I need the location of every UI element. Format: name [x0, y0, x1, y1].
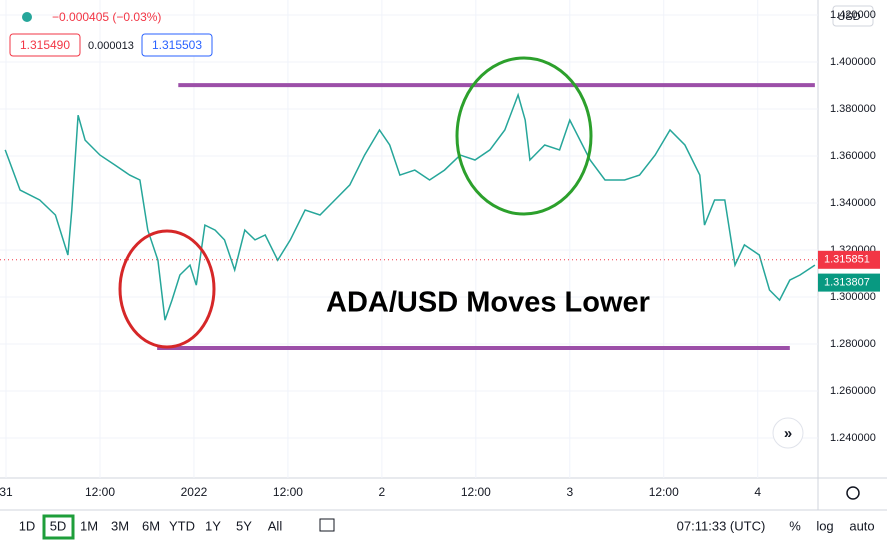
clock: 07:11:33 (UTC)	[677, 518, 766, 533]
y-tick-label: 1.360000	[830, 150, 876, 162]
y-tick-label: 1.260000	[830, 385, 876, 397]
range-button[interactable]: 1D	[19, 518, 36, 533]
range-button[interactable]: 1Y	[205, 518, 221, 533]
currency[interactable]: USD	[837, 11, 860, 23]
range-button[interactable]: YTD	[169, 518, 195, 533]
x-tick-label: 31	[0, 485, 13, 499]
y-tick-label: 1.240000	[830, 432, 876, 444]
range-button[interactable]: All	[268, 518, 283, 533]
highlight-circle	[118, 229, 216, 349]
y-tick-label: 1.420000	[830, 9, 876, 21]
scroll-icon[interactable]: »	[784, 425, 792, 442]
percent-toggle[interactable]: %	[789, 518, 801, 533]
price-label-box	[818, 273, 880, 292]
price-label: 1.313807	[824, 277, 870, 289]
x-tick-label: 12:00	[273, 485, 303, 499]
x-tick-label: 3	[566, 485, 573, 499]
x-tick-label: 12:00	[461, 485, 491, 499]
settings-icon[interactable]	[846, 486, 860, 500]
x-tick-label: 4	[754, 485, 761, 499]
ask: 1.315503	[152, 38, 202, 52]
y-tick-label: 1.380000	[830, 103, 876, 115]
y-tick-label: 1.280000	[830, 338, 876, 350]
range-button[interactable]: 1M	[80, 518, 98, 533]
y-tick-label: 1.300000	[830, 291, 876, 303]
x-tick-label: 12:00	[85, 485, 115, 499]
x-tick-label: 2	[379, 485, 386, 499]
toolbar: 07:11:33 (UTC) % log auto 1D 5D 1M 3M 6M YTD 1…	[19, 514, 875, 540]
status-dot	[22, 12, 32, 22]
highlight-circle	[455, 56, 593, 216]
x-tick-label: 12:00	[649, 485, 679, 499]
range-button[interactable]: 5Y	[236, 518, 252, 533]
change: −0.000405 (−0.03%)	[52, 10, 161, 24]
x-tick-label: 2022	[181, 485, 208, 499]
currency-box[interactable]	[832, 5, 874, 27]
price-label: 1.315851	[824, 254, 870, 266]
log-toggle[interactable]: log	[816, 518, 833, 533]
y-tick-label: 1.400000	[830, 56, 876, 68]
compare-icon[interactable]	[319, 518, 335, 532]
range-button[interactable]: 3M	[111, 518, 129, 533]
y-tick-label: 1.340000	[830, 197, 876, 209]
range-button[interactable]: 5D	[50, 518, 67, 533]
price-label-box	[818, 250, 880, 269]
ask-box	[141, 33, 213, 57]
auto-toggle[interactable]: auto	[849, 518, 874, 533]
spread: 0.000013	[88, 40, 134, 52]
range-button[interactable]: 6M	[142, 518, 160, 533]
annotation: ADA/USD Moves Lower	[326, 287, 650, 319]
scroll-button[interactable]	[772, 417, 804, 449]
bid-box	[9, 33, 81, 57]
price-line	[4, 92, 816, 321]
range-selected	[42, 514, 75, 540]
plot	[0, 0, 818, 478]
bid: 1.315490	[20, 38, 70, 52]
